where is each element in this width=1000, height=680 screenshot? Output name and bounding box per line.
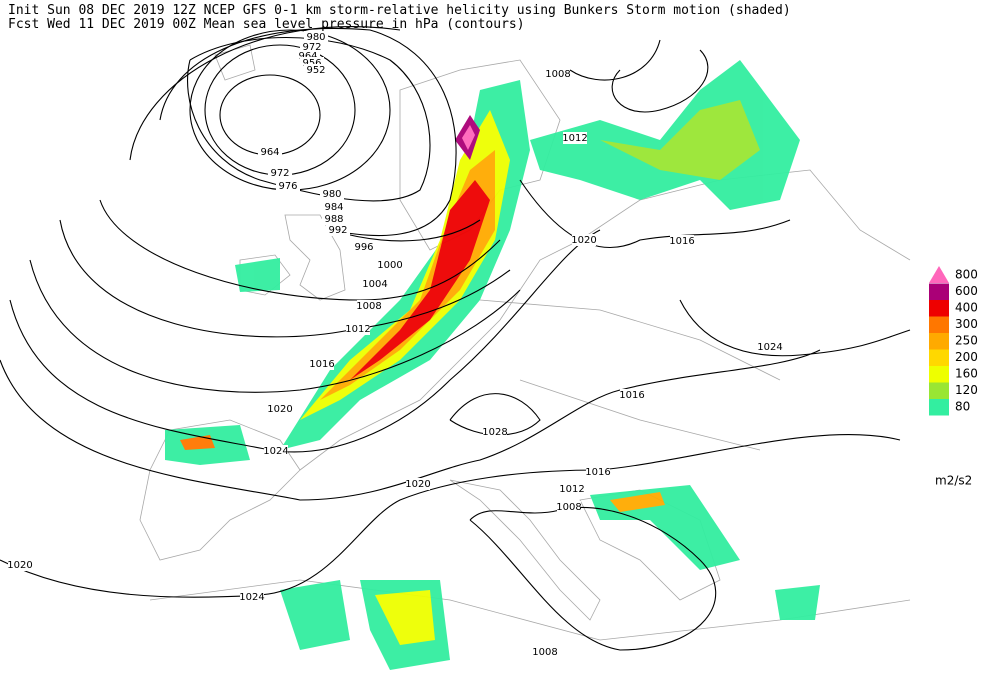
contour-label: 956 bbox=[302, 58, 321, 69]
contour-label-bg bbox=[563, 132, 587, 144]
legend-label: 400 bbox=[955, 301, 978, 315]
legend-label: 120 bbox=[955, 383, 978, 397]
contour-label-bg bbox=[357, 300, 381, 312]
contour-label: 1012 bbox=[345, 324, 370, 335]
contour-label: 1024 bbox=[757, 342, 782, 353]
contour-label: 1012 bbox=[562, 133, 587, 144]
legend-swatch bbox=[929, 266, 949, 283]
contour-label-bg bbox=[620, 389, 644, 401]
contour-label: 980 bbox=[306, 32, 325, 43]
legend-swatch bbox=[929, 366, 949, 383]
contour-label: 1020 bbox=[267, 404, 292, 415]
contour-label-bg bbox=[546, 68, 570, 80]
contour-label: 1024 bbox=[263, 446, 288, 457]
legend-label: 250 bbox=[955, 334, 978, 348]
contour-label-bg bbox=[586, 466, 610, 478]
contour-label: 1004 bbox=[362, 279, 387, 290]
contour-label: 1016 bbox=[669, 236, 694, 247]
legend-label: 600 bbox=[955, 284, 978, 298]
contour-label-bg bbox=[326, 224, 350, 236]
contour-label-bg bbox=[268, 167, 292, 179]
contour-label-bg bbox=[268, 403, 292, 415]
legend-label: 160 bbox=[955, 367, 978, 381]
contour-label: 1012 bbox=[559, 484, 584, 495]
contour-label-bg bbox=[352, 241, 376, 253]
contour-label-bg bbox=[670, 235, 694, 247]
contour-label-bg bbox=[483, 426, 507, 438]
contour-label: 1020 bbox=[571, 235, 596, 246]
contour-label-bg bbox=[258, 146, 282, 158]
contour-label: 1008 bbox=[356, 301, 381, 312]
contour-label: 1008 bbox=[532, 647, 557, 658]
contour-label-bg bbox=[572, 234, 596, 246]
legend-label: 800 bbox=[955, 268, 978, 282]
contour-label: 1008 bbox=[545, 69, 570, 80]
contour-label: 1016 bbox=[585, 467, 610, 478]
contour-label-bg bbox=[557, 501, 581, 513]
contour-label: 964 bbox=[260, 147, 279, 158]
helicity-shading bbox=[165, 60, 820, 670]
legend-label: 80 bbox=[955, 400, 970, 414]
contour-label-bg bbox=[322, 213, 346, 225]
header-line: Fcst Wed 11 DEC 2019 00Z Mean sea level … bbox=[8, 17, 525, 32]
legend-swatch bbox=[929, 349, 949, 366]
contour-label: 984 bbox=[324, 202, 343, 213]
contour-label: 980 bbox=[322, 189, 341, 200]
contour-label: 1016 bbox=[619, 390, 644, 401]
contour-label-bg bbox=[240, 591, 264, 603]
contour-label-bg bbox=[264, 445, 288, 457]
contour-label-bg bbox=[304, 31, 328, 43]
contour-label-bg bbox=[378, 259, 402, 271]
contour-label: 992 bbox=[328, 225, 347, 236]
contour-label: 972 bbox=[302, 42, 321, 53]
contour-label: 996 bbox=[354, 242, 373, 253]
contour-label-bg bbox=[310, 358, 334, 370]
legend-swatch bbox=[929, 399, 949, 416]
contour-label: 1020 bbox=[405, 479, 430, 490]
legend-swatch bbox=[929, 316, 949, 333]
legend-swatch bbox=[929, 300, 949, 317]
contour-label-bg bbox=[758, 341, 782, 353]
contour-label: 1008 bbox=[556, 502, 581, 513]
header-line: Init Sun 08 DEC 2019 12Z NCEP GFS 0-1 km… bbox=[8, 3, 791, 18]
contour-label-bg bbox=[406, 478, 430, 490]
contour-label: 976 bbox=[278, 181, 297, 192]
legend-unit: m2/s2 bbox=[935, 474, 972, 488]
legend-label: 200 bbox=[955, 350, 978, 364]
contour-label: 964 bbox=[298, 51, 317, 62]
legend-swatch bbox=[929, 283, 949, 300]
contour-label: 1024 bbox=[239, 592, 264, 603]
contour-label-bg bbox=[320, 188, 344, 200]
legend-swatch bbox=[929, 382, 949, 399]
contour-label: 952 bbox=[306, 65, 325, 76]
contour-label-bg bbox=[346, 323, 370, 335]
contour-label: 988 bbox=[324, 214, 343, 225]
contour-label: 1020 bbox=[7, 560, 32, 571]
contour-label: 1000 bbox=[377, 260, 402, 271]
contour-label-bg bbox=[304, 64, 328, 76]
contour-label-bg bbox=[322, 201, 346, 213]
contour-label-bg bbox=[8, 559, 32, 571]
contour-label-bg bbox=[363, 278, 387, 290]
contour-label: 972 bbox=[270, 168, 289, 179]
contour-label-bg bbox=[560, 483, 584, 495]
legend-label: 300 bbox=[955, 317, 978, 331]
contour-label: 1028 bbox=[482, 427, 507, 438]
contour-label-bg bbox=[276, 180, 300, 192]
contour-label-bg bbox=[533, 646, 557, 658]
contour-label: 1016 bbox=[309, 359, 334, 370]
legend-swatch bbox=[929, 333, 949, 350]
